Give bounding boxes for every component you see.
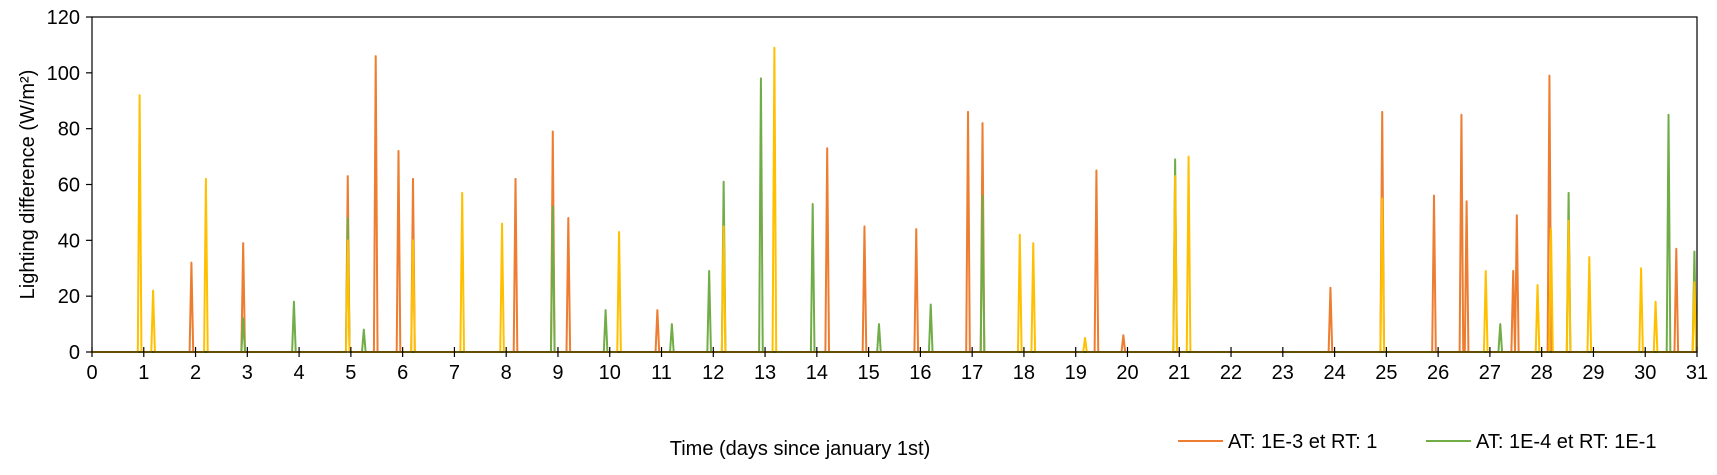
x-tick-label: 6 [397,362,408,384]
x-tick-label: 24 [1323,362,1345,384]
y-tick-label: 0 [69,342,80,364]
x-tick-label: 23 [1272,362,1294,384]
series-line-1 [92,77,1698,353]
x-tick-label: 8 [501,362,512,384]
x-tick-label: 27 [1479,362,1501,384]
y-tick-label: 60 [58,175,80,197]
plot-area-frame [91,16,1698,353]
x-tick-label: 12 [702,362,724,384]
y-tick-label: 40 [58,230,80,252]
x-tick-label: 20 [1116,362,1138,384]
x-tick-label: 4 [294,362,305,384]
x-tick-label: 10 [599,362,621,384]
y-axis-label: Lighting difference (W/m²) [17,70,39,300]
x-tick-label: 28 [1531,362,1553,384]
axis-ticks: 0 1 2 3 4 5 6 7 8 9 10 11 12 13 14 15 16 17 18 19 20 21 22 23 24… [47,7,1709,384]
x-tick-label: 21 [1168,362,1190,384]
series-layer [92,46,1698,353]
x-tick-label: 1 [138,362,149,384]
x-tick-label: 31 [1686,362,1708,384]
legend-label-at-1e-3: AT: 1E-3 et RT: 1 [1228,431,1377,453]
x-tick-label: 25 [1375,362,1397,384]
x-tick-label: 13 [754,362,776,384]
series-line-2 [92,46,1698,353]
x-tick-label: 22 [1220,362,1242,384]
x-tick-label: 9 [552,362,563,384]
y-tick-label: 20 [58,286,80,308]
x-tick-label: 18 [1013,362,1035,384]
x-tick-label: 17 [961,362,983,384]
x-tick-label: 0 [86,362,97,384]
series-line-0 [92,55,1697,353]
x-tick-label: 11 [651,362,672,384]
x-tick-label: 7 [449,362,460,384]
x-tick-label: 14 [806,362,828,384]
legend: AT: 1E-3 et RT: 1 AT: 1E-4 et RT: 1E-1 [1178,431,1656,453]
x-tick-label: 30 [1634,362,1656,384]
x-tick-label: 26 [1427,362,1449,384]
y-tick-label: 100 [47,63,80,85]
legend-label-at-1e-4: AT: 1E-4 et RT: 1E-1 [1476,431,1656,453]
x-tick-label: 3 [242,362,253,384]
x-tick-label: 29 [1582,362,1604,384]
x-tick-label: 15 [857,362,879,384]
x-tick-label: 2 [190,362,201,384]
x-tick-label: 5 [345,362,356,384]
y-tick-label: 80 [58,119,80,141]
x-tick-label: 19 [1065,362,1087,384]
x-tick-label: 16 [909,362,931,384]
x-axis-label: Time (days since january 1st) [670,438,930,460]
y-tick-label: 120 [47,7,80,29]
